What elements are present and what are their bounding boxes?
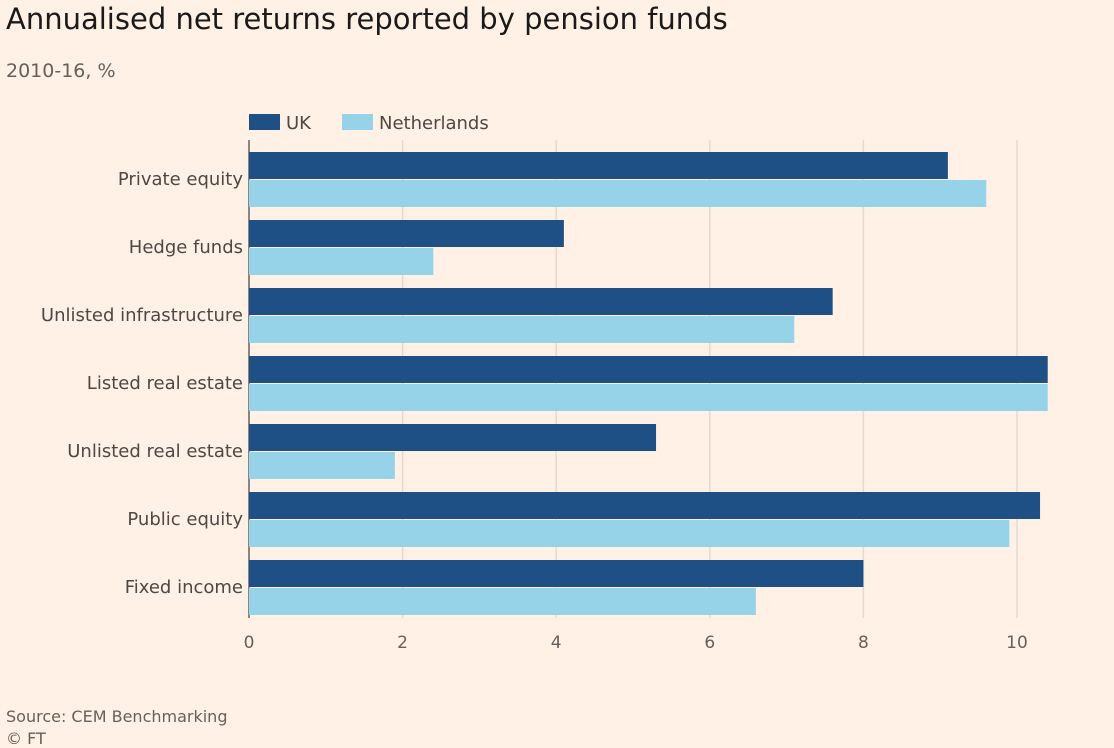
category-label: Public equity: [127, 509, 243, 530]
x-axis-ticks: 0 2 4 6 8 10: [244, 633, 1028, 653]
bar-uk-1: [249, 220, 564, 247]
x-tick-label: 10: [1006, 633, 1028, 653]
x-tick-label: 6: [704, 633, 715, 653]
category-label: Unlisted real estate: [67, 441, 243, 462]
x-tick-label: 0: [244, 633, 255, 653]
bar-uk-2: [249, 288, 833, 315]
source-note: Source: CEM Benchmarking: [6, 707, 228, 726]
bar-netherlands-6: [249, 588, 756, 615]
legend-swatch-uk: [249, 114, 280, 130]
category-label: Fixed income: [125, 577, 243, 598]
copyright-note: © FT: [6, 729, 46, 748]
bar-uk-5: [249, 492, 1041, 519]
bars: [249, 152, 1048, 615]
legend-swatch-netherlands: [342, 114, 373, 130]
legend: UK Netherlands: [249, 113, 489, 134]
x-tick-label: 4: [551, 633, 562, 653]
bar-uk-6: [249, 560, 864, 587]
bar-netherlands-0: [249, 180, 987, 207]
bar-uk-4: [249, 424, 657, 451]
category-label: Unlisted infrastructure: [41, 305, 243, 326]
chart-subtitle: 2010-16, %: [6, 60, 116, 82]
category-labels: Private equity Hedge funds Unlisted infras…: [41, 169, 243, 598]
bar-uk-3: [249, 356, 1048, 383]
chart-title: Annualised net returns reported by pensi…: [6, 2, 728, 36]
legend-label-uk: UK: [286, 113, 312, 134]
bar-netherlands-4: [249, 452, 395, 479]
legend-label-netherlands: Netherlands: [379, 113, 489, 134]
bar-netherlands-2: [249, 316, 795, 343]
bar-chart: UK Netherlands Private equity Hedge funds U…: [41, 113, 1048, 653]
bar-netherlands-1: [249, 248, 434, 275]
category-label: Private equity: [118, 169, 243, 190]
category-label: Listed real estate: [87, 373, 243, 394]
category-label: Hedge funds: [129, 237, 243, 258]
bar-uk-0: [249, 152, 948, 179]
x-tick-label: 2: [397, 633, 408, 653]
bar-netherlands-3: [249, 384, 1048, 411]
x-tick-label: 8: [858, 633, 869, 653]
bar-netherlands-5: [249, 520, 1010, 547]
